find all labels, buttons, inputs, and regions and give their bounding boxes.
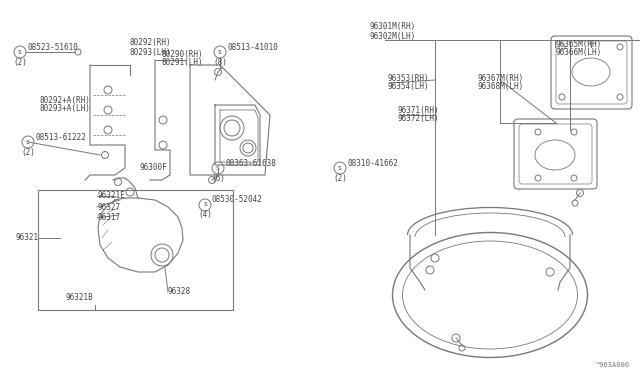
- Text: (2): (2): [13, 58, 27, 67]
- Text: 80292(RH): 80292(RH): [130, 38, 172, 48]
- Text: S: S: [216, 166, 220, 170]
- Text: (2): (2): [21, 148, 35, 157]
- Text: 96367M(RH): 96367M(RH): [478, 74, 524, 83]
- Text: (6): (6): [211, 173, 225, 183]
- Text: 96372(LH): 96372(LH): [398, 115, 440, 124]
- Text: 96365M(RH): 96365M(RH): [555, 39, 601, 48]
- Text: S: S: [26, 140, 30, 144]
- Text: 80293+A(LH): 80293+A(LH): [40, 105, 91, 113]
- Text: S: S: [203, 202, 207, 208]
- Text: 96321: 96321: [15, 234, 38, 243]
- Text: 96368M(LH): 96368M(LH): [478, 83, 524, 92]
- Bar: [38, 190, 233, 310]
- Text: 96371(RH): 96371(RH): [398, 106, 440, 115]
- Text: 96354(LH): 96354(LH): [388, 83, 429, 92]
- Text: 96321E: 96321E: [98, 192, 125, 201]
- Text: 08513-61222: 08513-61222: [35, 132, 86, 141]
- Text: 96321B: 96321B: [65, 294, 93, 302]
- Text: 08513-41010: 08513-41010: [227, 42, 278, 51]
- Text: (4): (4): [198, 211, 212, 219]
- Text: 96366M(LH): 96366M(LH): [555, 48, 601, 58]
- Text: 96328: 96328: [168, 288, 191, 296]
- Text: (8): (8): [213, 58, 227, 67]
- Text: 96353(RH): 96353(RH): [388, 74, 429, 83]
- Text: S: S: [18, 49, 22, 55]
- Text: S: S: [338, 166, 342, 170]
- Text: 08523-51610: 08523-51610: [27, 42, 78, 51]
- Text: 08530-52042: 08530-52042: [212, 196, 263, 205]
- Text: 08363-61638: 08363-61638: [225, 158, 276, 167]
- Text: 80292+A(RH): 80292+A(RH): [40, 96, 91, 105]
- Text: 96302M(LH): 96302M(LH): [370, 32, 416, 41]
- Text: ^963A000: ^963A000: [596, 362, 630, 368]
- Text: S: S: [218, 49, 222, 55]
- Text: 80290(RH): 80290(RH): [162, 51, 204, 60]
- Text: 96317: 96317: [98, 214, 121, 222]
- Text: 08310-41662: 08310-41662: [347, 158, 398, 167]
- Text: 80291(LH): 80291(LH): [162, 58, 204, 67]
- Text: 96300F: 96300F: [140, 164, 168, 173]
- Text: 80293(LH): 80293(LH): [130, 48, 172, 57]
- Text: 96301M(RH): 96301M(RH): [370, 22, 416, 32]
- Text: (2): (2): [333, 173, 347, 183]
- Text: 96327: 96327: [98, 202, 121, 212]
